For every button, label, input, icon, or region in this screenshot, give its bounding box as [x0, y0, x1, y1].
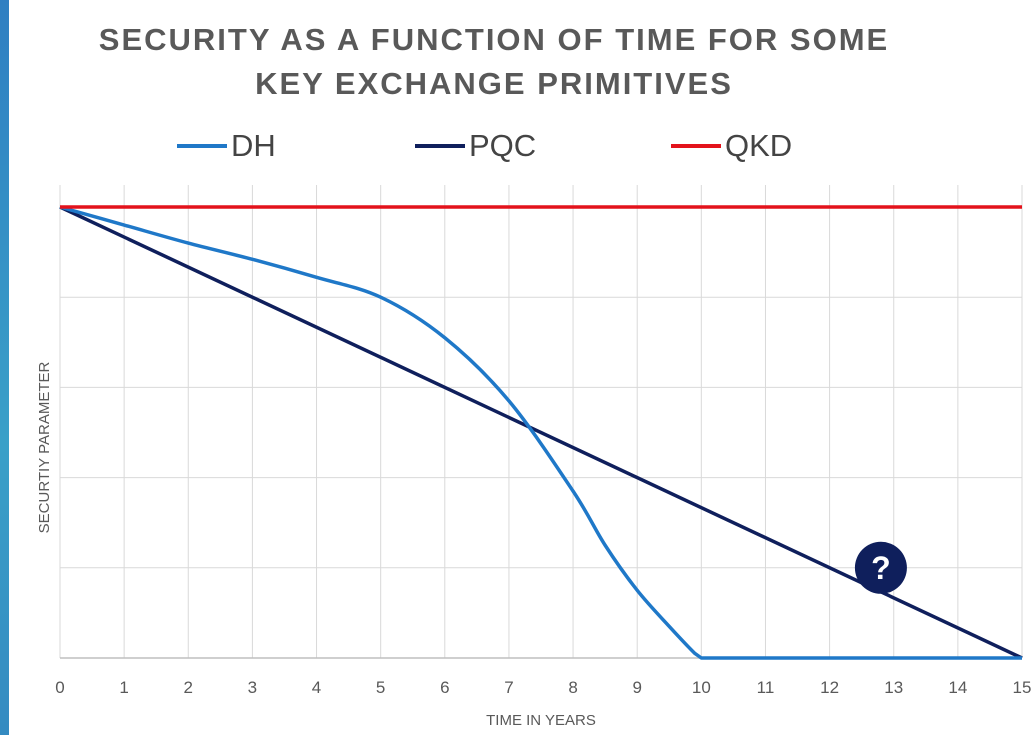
- x-tick-label-11: 11: [757, 678, 775, 697]
- legend-item-pqc: PQC: [415, 126, 536, 166]
- legend-swatch-dh: [177, 144, 227, 148]
- x-tick-label-8: 8: [568, 678, 577, 697]
- question-badge-label: ?: [871, 550, 891, 586]
- x-tick-label-0: 0: [55, 678, 64, 697]
- legend-label-dh: DH: [231, 128, 276, 163]
- x-tick-label-14: 14: [948, 678, 967, 697]
- x-tick-label-10: 10: [692, 678, 711, 697]
- x-tick-label-2: 2: [184, 678, 193, 697]
- chart-title-line-1: SECURITY AS A FUNCTION OF TIME FOR SOME: [98, 22, 890, 57]
- chart-title: SECURITY AS A FUNCTION OF TIME FOR SOME …: [9, 18, 979, 106]
- x-tick-label-7: 7: [504, 678, 513, 697]
- chart-title-line-2: KEY EXCHANGE PRIMITIVES: [255, 66, 733, 101]
- chart-panel: SECURITY AS A FUNCTION OF TIME FOR SOME …: [9, 0, 1033, 735]
- x-tick-label-12: 12: [820, 678, 839, 697]
- x-axis-title: TIME IN YEARS: [486, 712, 596, 729]
- x-tick-label-1: 1: [119, 678, 128, 697]
- legend-label-qkd: QKD: [725, 128, 793, 163]
- chart-legend: DH PQC QKD: [9, 126, 1033, 166]
- x-tick-label-15: 15: [1013, 678, 1032, 697]
- x-tick-label-5: 5: [376, 678, 385, 697]
- legend-swatch-pqc: [415, 144, 465, 148]
- legend-label-pqc: PQC: [469, 128, 537, 163]
- legend-item-dh: DH: [177, 126, 276, 166]
- legend-swatch-qkd: [671, 144, 721, 148]
- x-tick-label-4: 4: [312, 678, 321, 697]
- question-badge-icon: [854, 541, 907, 594]
- x-tick-label-3: 3: [248, 678, 257, 697]
- y-axis-title: SECURTIY PARAMETER: [36, 361, 53, 533]
- series-line-dh: [59, 205, 1022, 660]
- legend-item-qkd: QKD: [671, 126, 792, 166]
- x-tick-label-6: 6: [440, 678, 449, 697]
- x-tick-label-13: 13: [884, 678, 903, 697]
- x-tick-label-9: 9: [632, 678, 641, 697]
